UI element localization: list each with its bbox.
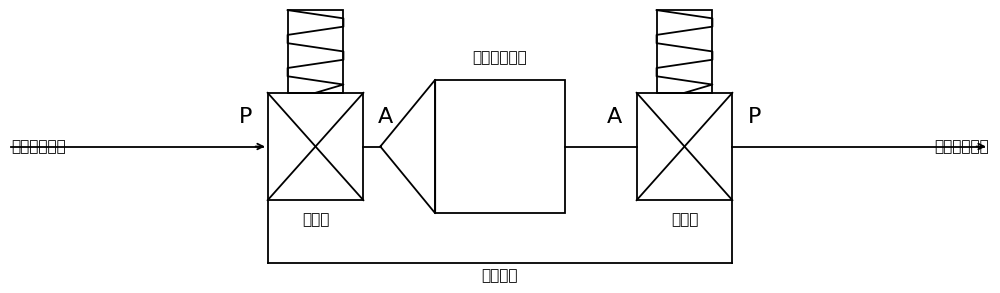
Text: P: P [748,107,761,127]
Text: 减压通道: 减压通道 [482,268,518,283]
Text: P: P [239,107,252,127]
Text: 测试腔进气口: 测试腔进气口 [11,139,66,154]
Text: A: A [378,107,393,127]
Text: 电化学传感器: 电化学传感器 [473,50,527,65]
Text: 电磁阀: 电磁阀 [671,212,698,227]
Text: 测试腔出气口: 测试腔出气口 [934,139,989,154]
Text: A: A [607,107,622,127]
Text: 电磁阀: 电磁阀 [302,212,329,227]
